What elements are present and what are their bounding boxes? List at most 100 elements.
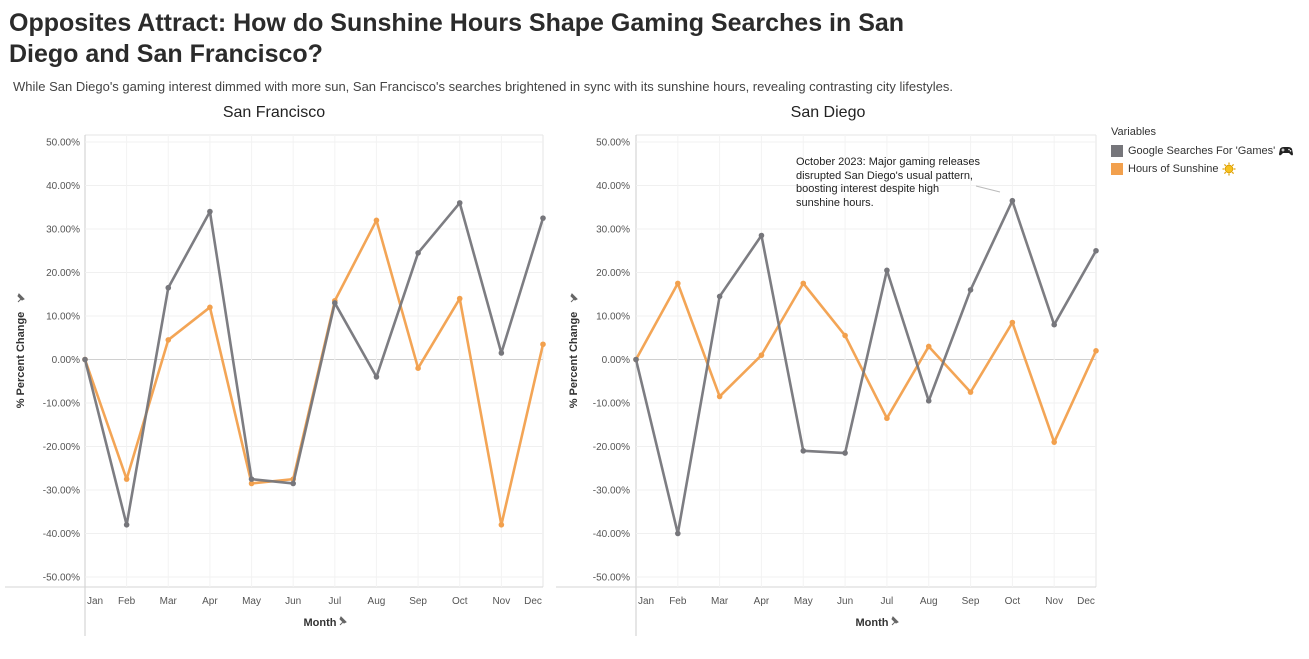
- annotation-october: October 2023: Major gaming releases disr…: [796, 156, 981, 209]
- data-point-games: [842, 450, 848, 456]
- x-axis-title: Month: [856, 617, 889, 629]
- y-tick-label: -10.00%: [43, 399, 80, 410]
- panel-title-san-francisco: San Francisco: [222, 104, 326, 121]
- data-point-games: [758, 232, 765, 239]
- x-tick-label: Mar: [160, 596, 178, 607]
- data-point-games: [123, 522, 130, 528]
- chart-subtitle: While San Diego's gaming interest dimmed…: [13, 79, 953, 94]
- game-controller-icon: [1279, 147, 1294, 156]
- data-point-sunshine: [207, 304, 213, 311]
- x-tick-label: Sep: [962, 596, 980, 607]
- data-point-sunshine: [758, 352, 765, 358]
- legend-swatch-games: [1111, 145, 1123, 157]
- y-axis-title: % Percent Change: [15, 312, 27, 409]
- data-point-sunshine: [373, 217, 380, 224]
- data-point-games: [633, 356, 639, 363]
- data-point-sunshine: [456, 295, 463, 302]
- x-tick-label: Jan: [638, 596, 654, 607]
- x-tick-label: Jun: [285, 596, 301, 607]
- y-tick-label: -40.00%: [43, 529, 80, 540]
- legend-swatch-sunshine: [1111, 163, 1123, 175]
- y-tick-label: 50.00%: [596, 138, 630, 149]
- y-tick-label: -40.00%: [593, 529, 630, 540]
- data-point-sunshine: [165, 337, 172, 343]
- data-point-games: [415, 250, 421, 256]
- x-tick-label: Nov: [1045, 596, 1063, 607]
- x-tick-label: Jan: [87, 596, 103, 607]
- data-point-games: [967, 287, 974, 293]
- y-tick-label: -50.00%: [593, 573, 630, 584]
- data-point-games: [373, 374, 380, 380]
- y-tick-label: -20.00%: [43, 442, 80, 453]
- y-tick-label: -30.00%: [43, 486, 80, 497]
- data-point-games: [498, 350, 505, 356]
- y-tick-label: 30.00%: [596, 225, 630, 236]
- data-point-sunshine: [967, 389, 974, 395]
- y-tick-label: -10.00%: [593, 399, 630, 410]
- x-tick-label: May: [794, 596, 813, 607]
- legend-item-games[interactable]: Google Searches For 'Games': [1111, 142, 1294, 160]
- data-point-games: [332, 300, 338, 306]
- data-point-games: [800, 448, 807, 454]
- x-tick-label: Dec: [524, 596, 542, 607]
- data-point-sunshine: [1093, 348, 1099, 354]
- x-axis-title: Month: [304, 617, 337, 629]
- pin-icon: [339, 616, 347, 626]
- legend-label-games: Google Searches For 'Games': [1128, 145, 1276, 157]
- data-point-sunshine: [716, 393, 723, 400]
- y-tick-label: 0.00%: [52, 355, 80, 366]
- legend-item-sunshine[interactable]: Hours of Sunshine: [1111, 160, 1294, 178]
- data-point-games: [675, 530, 681, 537]
- data-point-games: [1009, 197, 1016, 204]
- data-point-games: [540, 215, 546, 221]
- y-tick-label: 50.00%: [46, 138, 80, 149]
- x-tick-label: Oct: [452, 596, 468, 607]
- pin-icon: [891, 616, 899, 626]
- data-point-games: [456, 200, 463, 206]
- legend-label-sunshine: Hours of Sunshine: [1128, 163, 1219, 175]
- legend-title: Variables: [1111, 126, 1157, 138]
- x-tick-label: Mar: [711, 596, 729, 607]
- x-tick-label: Apr: [754, 596, 770, 607]
- data-point-sunshine: [675, 280, 681, 287]
- series-line-sunshine: [634, 282, 1098, 444]
- y-tick-label: 20.00%: [46, 268, 80, 279]
- x-tick-label: Nov: [492, 596, 510, 607]
- data-point-sunshine: [498, 522, 505, 528]
- data-point-games: [716, 293, 723, 300]
- data-point-sunshine: [1051, 439, 1057, 445]
- x-tick-label: Aug: [920, 596, 938, 607]
- pin-icon: [570, 293, 578, 303]
- data-point-sunshine: [842, 332, 848, 339]
- y-tick-label: 0.00%: [602, 355, 630, 366]
- y-axis-title: % Percent Change: [568, 312, 580, 409]
- x-tick-label: Feb: [118, 596, 136, 607]
- y-tick-label: 40.00%: [596, 181, 630, 192]
- legend[interactable]: Variables Google Searches For 'Games' Ho…: [1111, 126, 1294, 178]
- data-point-sunshine: [884, 415, 890, 422]
- data-point-games: [1051, 321, 1057, 328]
- data-point-games: [290, 480, 296, 487]
- x-tick-label: Oct: [1005, 596, 1021, 607]
- y-tick-label: 20.00%: [596, 268, 630, 279]
- y-tick-label: -30.00%: [593, 486, 630, 497]
- series-line-games: [634, 199, 1098, 535]
- x-tick-label: Aug: [368, 596, 386, 607]
- pin-icon: [17, 293, 25, 303]
- x-tick-label: Apr: [202, 596, 218, 607]
- data-point-games: [925, 398, 932, 404]
- data-point-games: [1093, 247, 1099, 254]
- y-tick-label: 30.00%: [46, 225, 80, 236]
- chart-title: Opposites Attract: How do Sunshine Hours…: [9, 9, 905, 68]
- y-tick-label: -20.00%: [593, 442, 630, 453]
- x-tick-label: Jul: [881, 596, 894, 607]
- annotation-leader: [975, 185, 1001, 193]
- data-point-sunshine: [248, 480, 255, 487]
- data-point-sunshine: [123, 476, 130, 482]
- data-point-games: [165, 284, 172, 291]
- data-point-games: [207, 208, 213, 215]
- data-point-games: [248, 476, 255, 482]
- y-tick-label: 10.00%: [46, 312, 80, 323]
- series-line-games: [83, 201, 545, 527]
